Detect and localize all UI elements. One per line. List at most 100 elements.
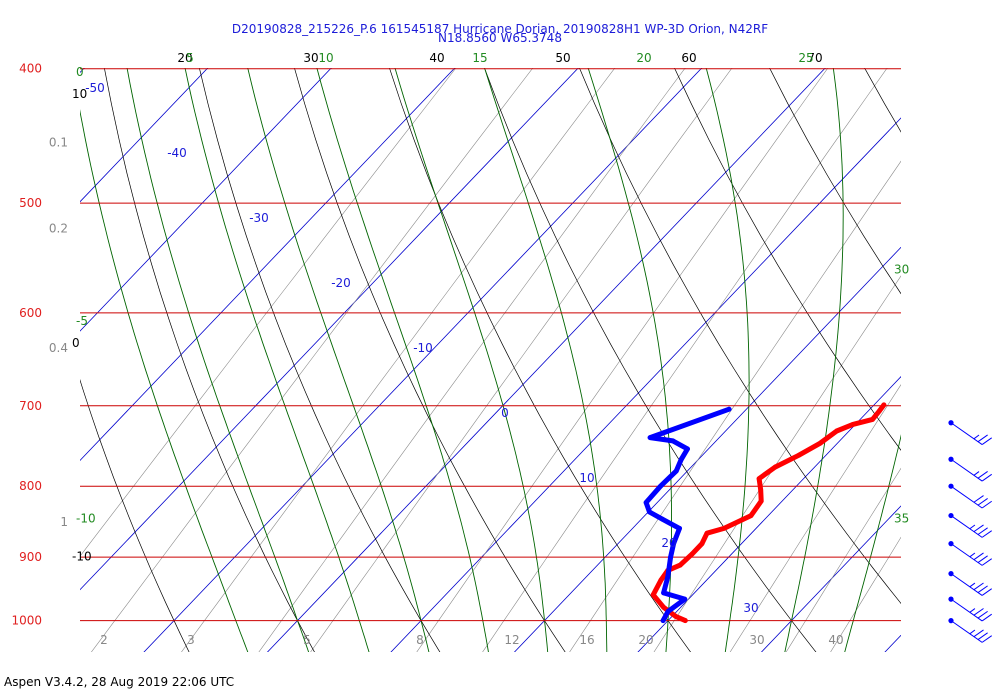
moist-adiabat-line: [316, 68, 489, 652]
wind-barb-half-flag: [969, 629, 976, 635]
wind-barb-flag: [973, 524, 984, 533]
temperature-profile-point: [650, 592, 656, 598]
mixing-ratio-line: [785, 467, 901, 652]
moist-adiabat-line: [897, 0, 1000, 678]
wind-barb-flag: [973, 629, 984, 638]
wind-barb: [948, 541, 993, 566]
dry-adiabat-line: [484, 68, 817, 652]
mixing-ratio-line: [181, 68, 616, 652]
wind-barb-flag: [981, 613, 993, 622]
pressure-label-1000: 1000: [11, 614, 42, 628]
temperature-profile-point: [870, 416, 875, 422]
temperature-profile-point: [677, 562, 683, 568]
dewpoint-profile-point: [682, 596, 688, 602]
mixing-ratio-bottom-label: 16: [579, 633, 594, 647]
wind-barb-half-flag: [969, 524, 976, 530]
wind-barb-flag: [977, 471, 988, 479]
dewpoint-profile-point: [668, 554, 673, 560]
temperature-profile-point: [704, 530, 710, 536]
temperature-profile-point: [772, 464, 778, 470]
wind-barb-flag: [981, 558, 993, 566]
dry-adiabat-line: [579, 68, 901, 604]
moist-adiabat-label: -5: [76, 314, 88, 328]
temperature-profile-point: [699, 541, 705, 547]
temperature-profile-point: [834, 428, 840, 434]
isotherm-line: [390, 117, 901, 652]
pressure-label-400: 400: [19, 62, 42, 76]
isotherm-label: -30: [249, 211, 269, 225]
dry-adiabat-line: [769, 68, 901, 295]
dewpoint-profile-point: [665, 574, 671, 580]
dry-adiabat-line: [976, 0, 1000, 678]
moist-adiabat-line: [784, 68, 844, 652]
moist-adiabat-label: 5: [186, 51, 194, 65]
moist-adiabat-label: 30: [894, 263, 909, 277]
mixing-ratio-label: 0.4: [49, 341, 68, 355]
temperature-profile-point: [876, 408, 882, 414]
mixing-ratio-label: 0.2: [49, 221, 68, 235]
isotherm-line: [513, 246, 901, 652]
wind-barb-shaft: [950, 422, 983, 445]
wind-barb-flag: [981, 588, 993, 596]
top-temp-label: 60: [681, 51, 696, 65]
isotherm-label: 10: [579, 471, 594, 485]
pressure-label-500: 500: [19, 196, 42, 210]
dewpoint-profile-point: [643, 500, 649, 505]
temperature-profile-point: [850, 422, 856, 427]
moist-adiabat-line: [247, 68, 430, 652]
pressure-label-800: 800: [19, 479, 42, 493]
wind-barb-flag: [977, 497, 988, 506]
mixing-ratio-line: [898, 0, 1000, 678]
wind-barb: [948, 618, 993, 643]
wind-barb: [948, 456, 993, 482]
temperature-profile-point: [661, 604, 666, 610]
mixing-ratio-bottom-label: 40: [828, 633, 843, 647]
moist-adiabat-line: [844, 434, 901, 652]
wind-barb: [948, 483, 993, 509]
wind-barb-flag: [973, 495, 984, 503]
dewpoint-profile-point: [661, 590, 667, 596]
wind-barb-flag: [981, 500, 993, 509]
sounding-profiles: [643, 402, 887, 624]
dewpoint-profile-point: [678, 456, 684, 462]
temperature-profile-point: [817, 440, 823, 446]
isotherm-label: -50: [85, 81, 105, 95]
temperature-profile-point: [673, 613, 679, 619]
dry-adiabat-line: [389, 68, 691, 652]
dewpoint-profile-point: [685, 446, 690, 452]
isotherm-label: 30: [743, 601, 758, 615]
top-temp-label: 30: [303, 51, 318, 65]
dewpoint-profile-point: [658, 483, 663, 489]
mixing-ratio-line: [416, 68, 829, 652]
mixing-ratio-bottom-label: 8: [416, 633, 424, 647]
dewpoint-profile-point: [660, 618, 666, 623]
mixing-ratio-label: 0.1: [49, 135, 68, 149]
top-temp-label: 50: [555, 51, 570, 65]
moist-adiabat-label: 25: [798, 51, 813, 65]
isotherm-label: -40: [167, 146, 187, 160]
wind-barb-flag: [977, 555, 988, 563]
dry-adiabat-line: [80, 378, 190, 652]
dewpoint-profile-point: [670, 438, 676, 444]
mixing-ratio-line: [653, 275, 901, 652]
moist-adiabat-line: [484, 68, 608, 652]
dewpoint-profile-point: [647, 435, 653, 441]
wind-barb-half-flag: [969, 608, 976, 613]
mixing-ratio-line: [258, 68, 686, 652]
wind-barb-flag: [981, 530, 993, 538]
isotherm-line: [80, 68, 209, 203]
wind-barb-flag: [977, 632, 988, 640]
temperature-profile-point: [758, 487, 764, 493]
wind-barb-half-flag: [973, 471, 980, 476]
moist-adiabat-label: 20: [636, 51, 651, 65]
mixing-ratio-line: [729, 384, 901, 652]
mixing-ratio-line: [482, 68, 888, 652]
dewpoint-profile-point: [726, 406, 732, 412]
wind-barb-flag: [981, 635, 993, 643]
mixing-ratio-bottom-label: 5: [303, 633, 311, 647]
mixing-ratio-line: [569, 160, 901, 652]
wind-barb-flag: [981, 437, 993, 445]
mixing-ratio-label: 1: [60, 515, 68, 529]
